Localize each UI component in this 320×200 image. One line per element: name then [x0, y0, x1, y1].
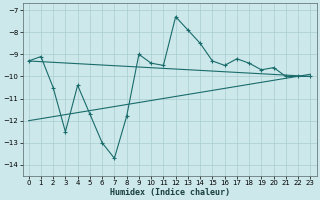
- X-axis label: Humidex (Indice chaleur): Humidex (Indice chaleur): [109, 188, 229, 197]
